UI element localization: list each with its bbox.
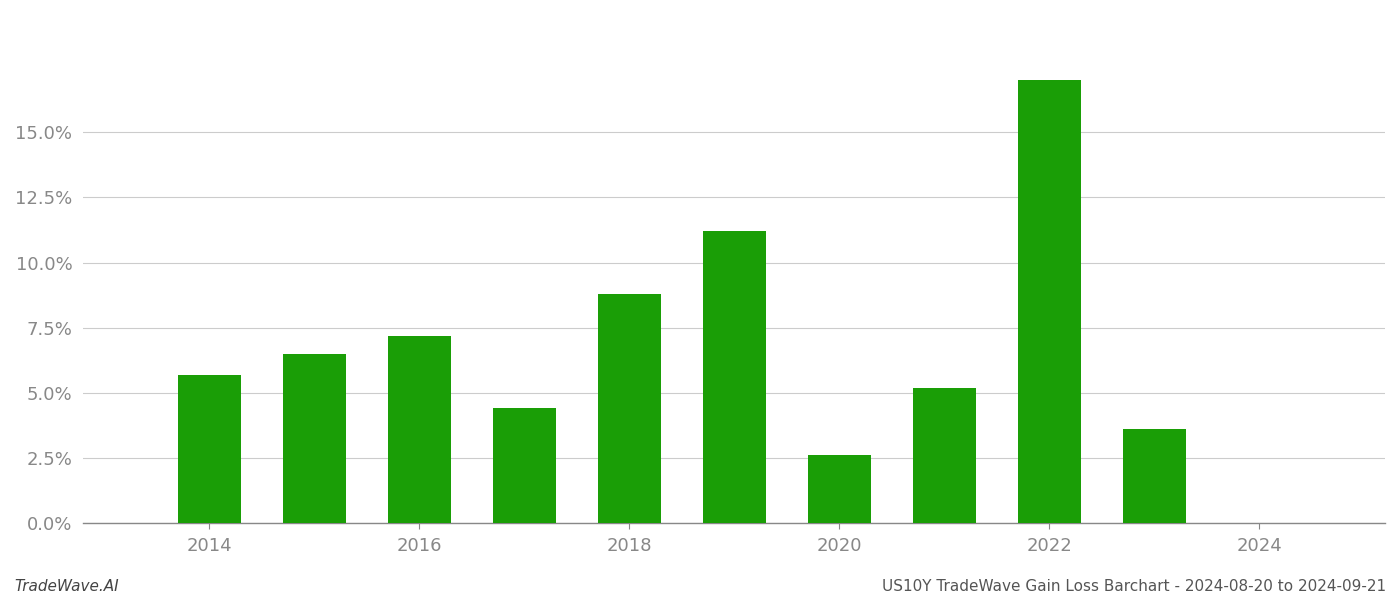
Text: US10Y TradeWave Gain Loss Barchart - 2024-08-20 to 2024-09-21: US10Y TradeWave Gain Loss Barchart - 202… xyxy=(882,579,1386,594)
Bar xyxy=(913,388,976,523)
Bar xyxy=(598,294,661,523)
Bar xyxy=(178,374,241,523)
Text: TradeWave.AI: TradeWave.AI xyxy=(14,579,119,594)
Bar xyxy=(703,231,766,523)
Bar xyxy=(1018,80,1081,523)
Bar xyxy=(283,354,346,523)
Bar xyxy=(493,409,556,523)
Bar xyxy=(388,335,451,523)
Bar xyxy=(808,455,871,523)
Bar xyxy=(1123,430,1186,523)
